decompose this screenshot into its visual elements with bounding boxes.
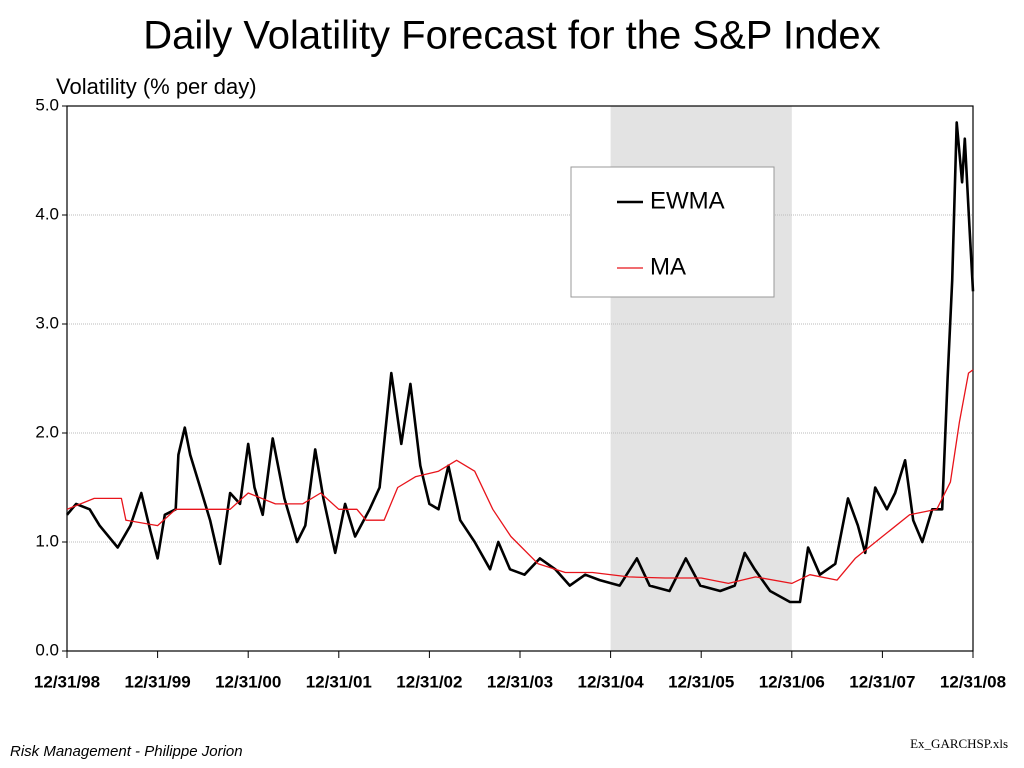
y-tick-label: 4.0 (35, 204, 59, 223)
x-tick-label: 12/31/03 (487, 672, 553, 691)
footer-left: Risk Management - Philippe Jorion (10, 743, 243, 760)
x-tick-label: 12/31/06 (759, 672, 825, 691)
y-tick-label: 2.0 (35, 422, 59, 441)
x-tick-label: 12/31/01 (306, 672, 372, 691)
plot-frame (66, 105, 974, 652)
legend-label: MA (650, 253, 686, 280)
x-tick-label: 12/31/05 (668, 672, 734, 691)
y-tick-label: 3.0 (35, 313, 59, 332)
y-axis-label: Volatility (% per day) (56, 74, 257, 99)
x-tick-label: 12/31/98 (34, 672, 100, 691)
x-tick-label: 12/31/00 (215, 672, 281, 691)
y-tick-label: 0.0 (35, 640, 59, 659)
y-tick-label: 5.0 (35, 95, 59, 114)
x-tick-label: 12/31/07 (849, 672, 915, 691)
legend-box (570, 166, 775, 298)
y-tick-label: 1.0 (35, 531, 59, 550)
x-tick-label: 12/31/08 (940, 672, 1006, 691)
x-tick-label: 12/31/99 (125, 672, 191, 691)
line-series (66, 121, 975, 604)
footer-right: Ex_GARCHSP.xls (910, 736, 1008, 751)
x-tick-label: 12/31/02 (396, 672, 462, 691)
line-series (66, 369, 974, 585)
chart-title: Daily Volatility Forecast for the S&P In… (143, 14, 880, 58)
legend-label: EWMA (650, 187, 725, 214)
x-tick-label: 12/31/04 (578, 672, 645, 691)
